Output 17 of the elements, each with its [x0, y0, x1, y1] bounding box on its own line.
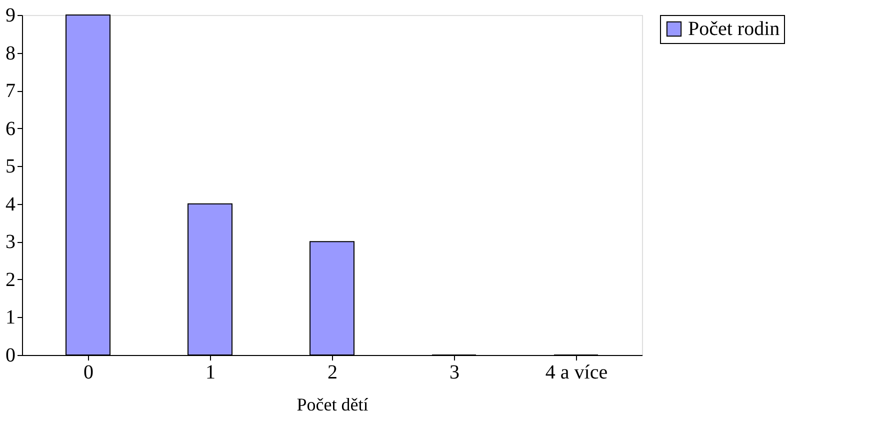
x-axis-title: Počet dětí — [296, 394, 368, 414]
y-tick-label: 6 — [6, 118, 16, 140]
y-tick-label: 9 — [6, 4, 16, 26]
y-tick-label: 1 — [6, 306, 16, 329]
y-tick-label: 3 — [6, 231, 16, 254]
y-tick-label: 8 — [6, 42, 16, 64]
x-tick-label: 2 — [328, 362, 338, 384]
y-tick-label: 5 — [6, 156, 16, 178]
x-tick-label: 3 — [450, 362, 460, 384]
y-tick-label: 4 — [6, 193, 16, 216]
y-tick-label: 0 — [6, 344, 16, 366]
legend-label: Počet rodin — [688, 18, 780, 40]
x-tick-label: 0 — [84, 362, 94, 384]
y-tick-label: 7 — [6, 80, 16, 102]
y-tick-label: 2 — [6, 268, 16, 291]
x-tick-label: 4 a více — [545, 362, 608, 384]
x-tick-label: 1 — [206, 362, 216, 384]
